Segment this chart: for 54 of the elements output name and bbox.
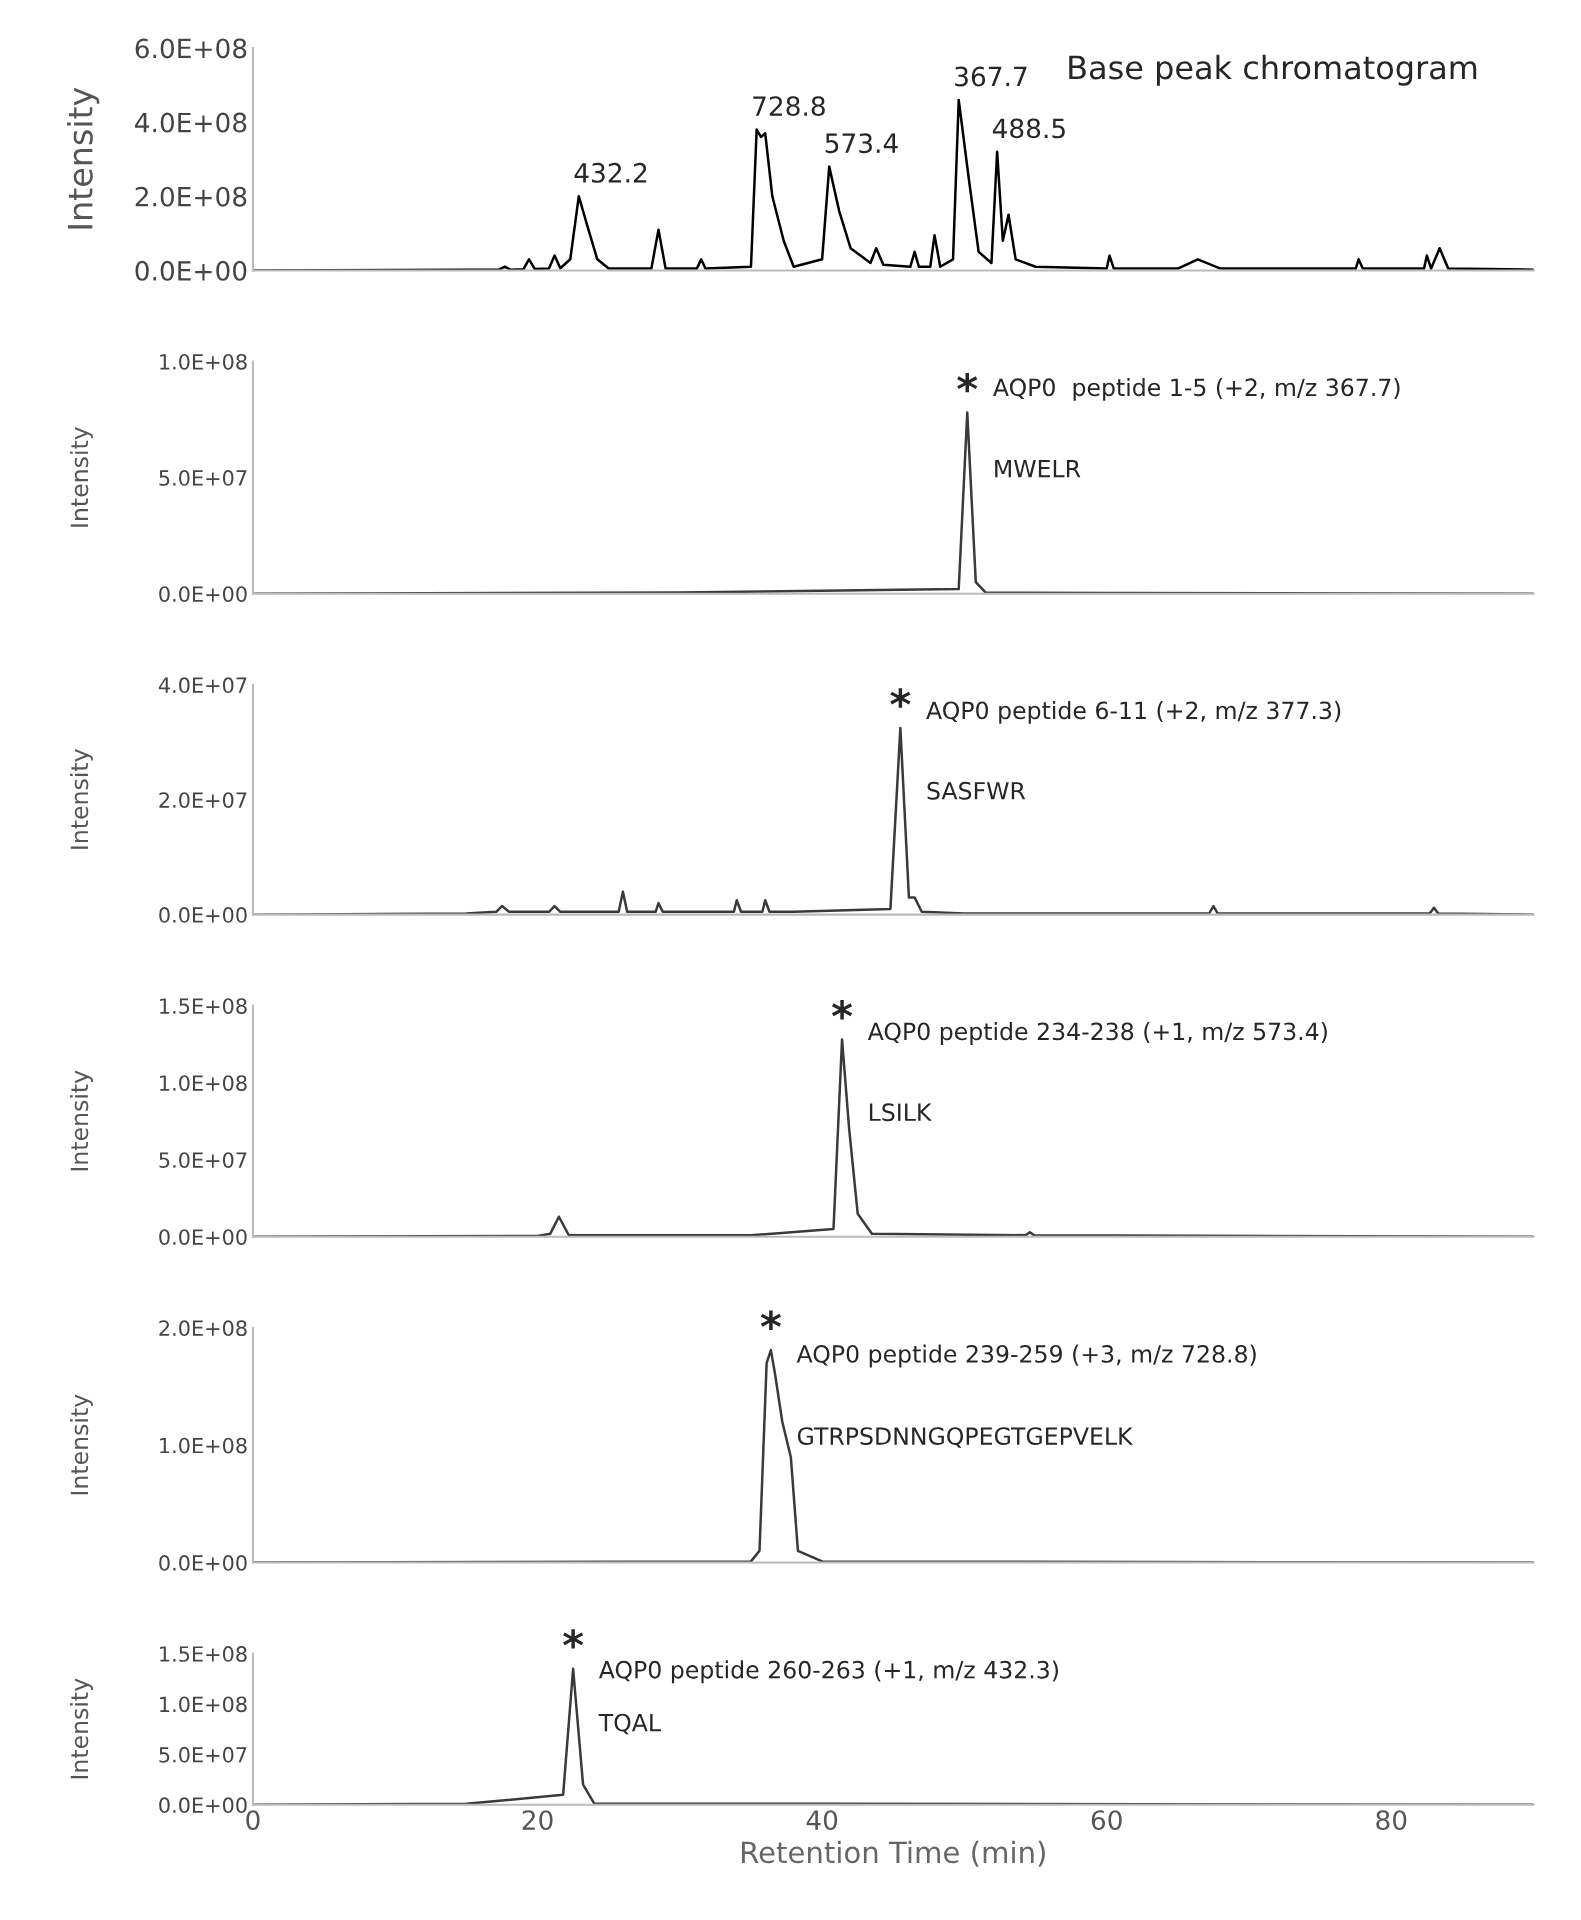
annotation: AQP0 peptide 260-263 (+1, m/z 432.3) [598,1660,1058,1684]
y-tick-label: 1.0E+08 [160,1075,247,1091]
annotation: LSILK [869,1103,932,1122]
annotation: 367.7 [955,66,1027,87]
y-axis-title: Intensity [70,1678,93,1779]
y-tick-label: 0.0E+00 [159,1797,247,1814]
y-tick-label: 1.5E+08 [160,1646,247,1662]
y-tick-label: 6.0E+08 [135,38,247,59]
annotation: AQP0 peptide 234-238 (+1, m/z 573.4) [867,1022,1327,1045]
annotation: 432.2 [574,162,647,183]
annotation: SASFWR [927,781,1026,800]
annotation: * [890,688,911,708]
x-tick-label: 60 [1091,1810,1122,1831]
annotation: AQP0 peptide 239-259 (+3, m/z 728.8) [796,1344,1256,1368]
y-tick-label: 0.0E+00 [159,907,247,923]
y-tick-label: 1.5E+08 [160,998,247,1014]
y-tick-label: 1.0E+08 [160,1696,247,1713]
annotation: * [760,1310,781,1330]
x-axis-title: Retention Time (min) [741,1840,1045,1867]
y-axis-title: Intensity [70,1394,93,1495]
annotation: * [563,1629,584,1649]
y-tick-label: 4.0E+07 [158,677,247,694]
y-tick-label: 1.0E+08 [160,353,247,370]
x-tick-label: 0 [246,1810,260,1831]
annotation: 488.5 [992,118,1065,139]
x-tick-label: 20 [522,1810,553,1831]
y-tick-label: 5.0E+07 [159,1746,247,1763]
y-tick-label: 2.0E+08 [135,186,247,207]
y-tick-label: 0.0E+00 [159,1555,247,1571]
y-axis-title: Intensity [70,426,93,527]
y-tick-label: 1.0E+08 [160,1437,247,1454]
y-tick-label: 5.0E+07 [159,470,247,486]
y-tick-label: 4.0E+08 [135,112,247,133]
annotation: * [831,1000,853,1020]
y-tick-label: 5.0E+07 [159,1152,247,1168]
y-tick-label: 0.0E+00 [159,1229,247,1245]
annotation: GTRPSDNNGQPEGTGEPVELK [797,1427,1134,1448]
y-axis-title: Intensity [70,749,93,849]
y-axis-title: Intensity [70,1070,93,1171]
y-axis-title: Intensity [67,87,100,229]
y-tick-label: 2.0E+08 [159,1320,247,1337]
annotation: AQP0 peptide 6-11 (+2, m/z 377.3) [926,701,1341,724]
annotation: AQP0 peptide 1-5 (+2, m/z 367.7) [993,377,1400,401]
y-tick-label: 0.0E+00 [159,586,247,602]
annotation: 728.8 [753,96,825,117]
annotation: Base peak chromatogram [1069,54,1477,86]
annotation: 573.4 [825,133,898,154]
x-tick-label: 80 [1376,1810,1407,1831]
annotation: * [957,373,978,393]
annotation: TQAL [598,1713,661,1735]
annotation: MWELR [995,459,1081,478]
y-tick-label: 0.0E+00 [135,260,247,281]
y-tick-label: 2.0E+07 [159,792,247,808]
x-tick-label: 40 [806,1810,838,1831]
